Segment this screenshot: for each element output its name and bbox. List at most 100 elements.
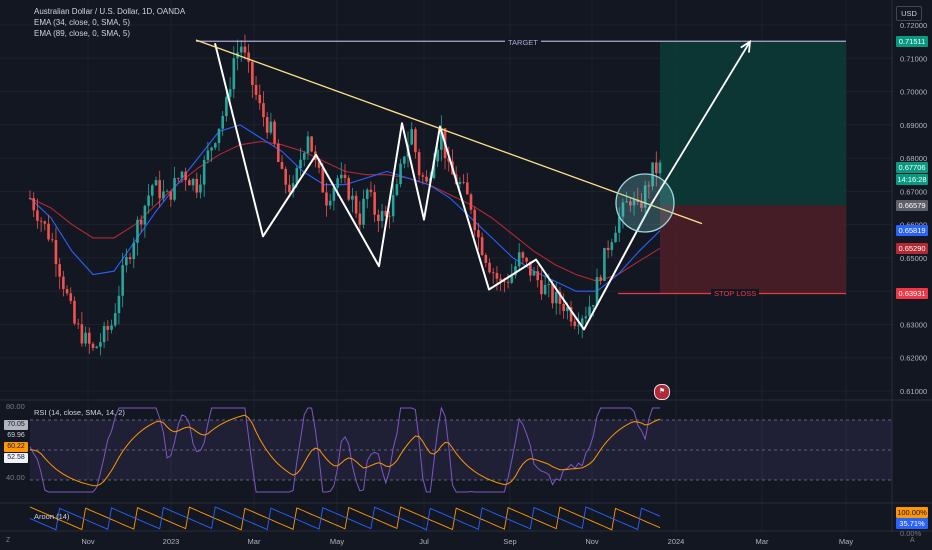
ema34-path bbox=[29, 124, 661, 292]
time-axis[interactable]: Nov 2023 Mar May Jul Sep Nov 2024 Mar May bbox=[81, 537, 853, 546]
candle-body bbox=[180, 171, 184, 179]
candle-body bbox=[580, 318, 584, 326]
candle-body bbox=[332, 187, 336, 201]
candle-body bbox=[358, 213, 362, 225]
candle-body bbox=[658, 162, 662, 174]
candle-body bbox=[436, 149, 439, 162]
candle-body bbox=[484, 255, 488, 263]
candle-body bbox=[395, 184, 399, 196]
candle-body bbox=[547, 284, 551, 285]
candle-body bbox=[495, 272, 499, 279]
candle-body bbox=[147, 195, 150, 206]
price-tag: 0.67706 bbox=[896, 162, 928, 174]
candle-body bbox=[599, 277, 603, 281]
rsi-label[interactable]: RSI (14, close, SMA, 14, 2) bbox=[34, 408, 125, 417]
candle-body bbox=[584, 316, 588, 319]
x-tick-label: 2023 bbox=[163, 537, 180, 546]
rsi-tick-40: 40.00 bbox=[6, 473, 25, 482]
candle-body bbox=[477, 230, 480, 238]
candle-body bbox=[499, 278, 502, 282]
indicator-ema34[interactable]: EMA (34, close, 0, SMA, 5) bbox=[34, 18, 131, 27]
candle-body bbox=[91, 343, 95, 349]
candle-body bbox=[588, 306, 591, 317]
auto-scale-icon[interactable]: A bbox=[910, 537, 915, 544]
candle-body bbox=[50, 239, 54, 241]
candle-body bbox=[254, 84, 258, 95]
candle-body bbox=[210, 147, 213, 151]
candle-body bbox=[440, 128, 443, 150]
candle-body bbox=[321, 167, 325, 193]
price-axis[interactable]: 0.72000 0.71000 0.70000 0.69000 0.68000 0.670… bbox=[900, 21, 927, 396]
candle-body bbox=[36, 210, 39, 221]
candle-body bbox=[65, 289, 69, 294]
candle-body bbox=[414, 129, 417, 153]
candle-body bbox=[310, 136, 313, 152]
rsi-tag-ma: 60.22 bbox=[4, 442, 28, 452]
breakout-circle bbox=[615, 173, 675, 233]
candle-body bbox=[514, 266, 517, 276]
candle-body bbox=[554, 291, 558, 304]
candle-body bbox=[121, 265, 124, 296]
aroon-down-tag: 35.71% bbox=[896, 518, 928, 529]
candle-body bbox=[595, 277, 599, 306]
candle-body bbox=[654, 162, 658, 174]
candle-body bbox=[128, 257, 132, 260]
candle-body bbox=[84, 332, 87, 344]
candle-body bbox=[76, 323, 80, 325]
candle-body bbox=[343, 174, 347, 179]
candle-body bbox=[536, 271, 540, 281]
candle-body bbox=[202, 159, 206, 185]
aroon-up-tag: 100.00% bbox=[896, 507, 928, 518]
candle-body bbox=[225, 96, 228, 117]
candle-body bbox=[517, 252, 521, 267]
candle-body bbox=[280, 161, 284, 169]
candle-body bbox=[32, 198, 36, 211]
x-tick-label: Sep bbox=[503, 537, 516, 546]
projection-arrow-head bbox=[740, 39, 752, 53]
flag-icon[interactable]: ⚑ bbox=[654, 384, 670, 400]
candle-body bbox=[425, 176, 428, 182]
candle-body bbox=[162, 191, 165, 199]
projection-arrow bbox=[651, 41, 751, 204]
candle-body bbox=[99, 342, 102, 347]
rsi-pane bbox=[29, 406, 892, 493]
candle-body bbox=[566, 307, 569, 312]
candle-body bbox=[447, 158, 451, 162]
candle-body bbox=[150, 185, 154, 196]
candle-body bbox=[510, 275, 514, 283]
candles bbox=[28, 34, 662, 356]
candle-body bbox=[647, 185, 651, 187]
candle-body bbox=[176, 178, 180, 179]
candle-body bbox=[143, 205, 147, 225]
candle-body bbox=[217, 128, 221, 144]
candle-body bbox=[640, 201, 643, 208]
candle-body bbox=[206, 150, 210, 160]
candle-body bbox=[195, 178, 199, 193]
aroon-down-line bbox=[29, 506, 661, 531]
y-tick-label: 0.70000 bbox=[900, 88, 927, 97]
candle-body bbox=[540, 280, 543, 295]
profit-zone bbox=[660, 41, 846, 294]
candle-body bbox=[432, 161, 436, 179]
candle-body bbox=[629, 201, 632, 206]
candle-body bbox=[80, 324, 84, 344]
currency-button[interactable]: USD bbox=[896, 6, 922, 21]
y-tick-label: 0.67000 bbox=[900, 187, 927, 196]
candle-body bbox=[232, 58, 236, 90]
candle-body bbox=[384, 210, 388, 216]
candle-body bbox=[532, 271, 536, 276]
candle-body bbox=[228, 89, 232, 97]
indicator-ema89[interactable]: EMA (89, close, 0, SMA, 5) bbox=[34, 29, 131, 38]
candle-body bbox=[54, 240, 58, 265]
zoom-icon[interactable]: Z bbox=[6, 537, 11, 544]
x-tick-label: Nov bbox=[81, 537, 95, 546]
aroon-label[interactable]: Aroon (14) bbox=[34, 512, 70, 521]
aroon-pane bbox=[29, 506, 661, 531]
x-tick-label: Mar bbox=[756, 537, 769, 546]
candle-body bbox=[528, 261, 532, 276]
candle-body bbox=[573, 321, 577, 326]
candle-body bbox=[158, 180, 162, 199]
candle-body bbox=[551, 284, 554, 304]
candle-body bbox=[265, 117, 269, 133]
